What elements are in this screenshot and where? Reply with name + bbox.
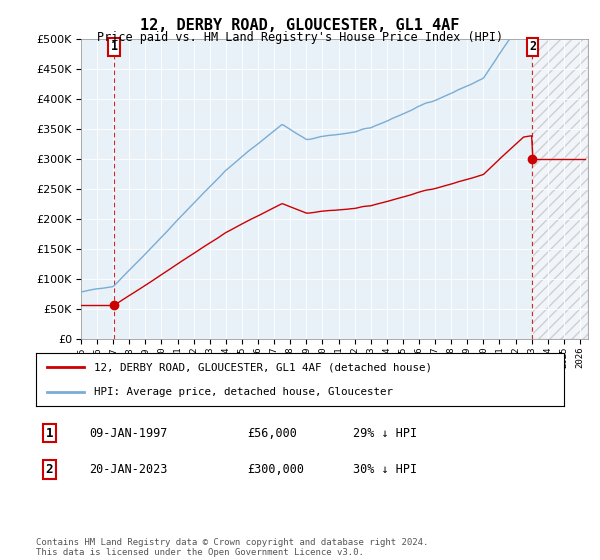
Text: HPI: Average price, detached house, Gloucester: HPI: Average price, detached house, Glou…: [94, 386, 393, 396]
Text: 1: 1: [110, 40, 118, 54]
Text: 2: 2: [529, 40, 536, 54]
Text: 1: 1: [46, 427, 53, 440]
Text: 12, DERBY ROAD, GLOUCESTER, GL1 4AF (detached house): 12, DERBY ROAD, GLOUCESTER, GL1 4AF (det…: [94, 362, 432, 372]
Text: 2: 2: [46, 463, 53, 476]
Text: £56,000: £56,000: [247, 427, 297, 440]
Text: £300,000: £300,000: [247, 463, 304, 476]
Text: 12, DERBY ROAD, GLOUCESTER, GL1 4AF: 12, DERBY ROAD, GLOUCESTER, GL1 4AF: [140, 18, 460, 33]
Text: 30% ↓ HPI: 30% ↓ HPI: [353, 463, 417, 476]
Text: 20-JAN-2023: 20-JAN-2023: [89, 463, 167, 476]
Text: Contains HM Land Registry data © Crown copyright and database right 2024.
This d: Contains HM Land Registry data © Crown c…: [36, 538, 428, 557]
Text: 29% ↓ HPI: 29% ↓ HPI: [353, 427, 417, 440]
Text: Price paid vs. HM Land Registry's House Price Index (HPI): Price paid vs. HM Land Registry's House …: [97, 31, 503, 44]
Text: 09-JAN-1997: 09-JAN-1997: [89, 427, 167, 440]
